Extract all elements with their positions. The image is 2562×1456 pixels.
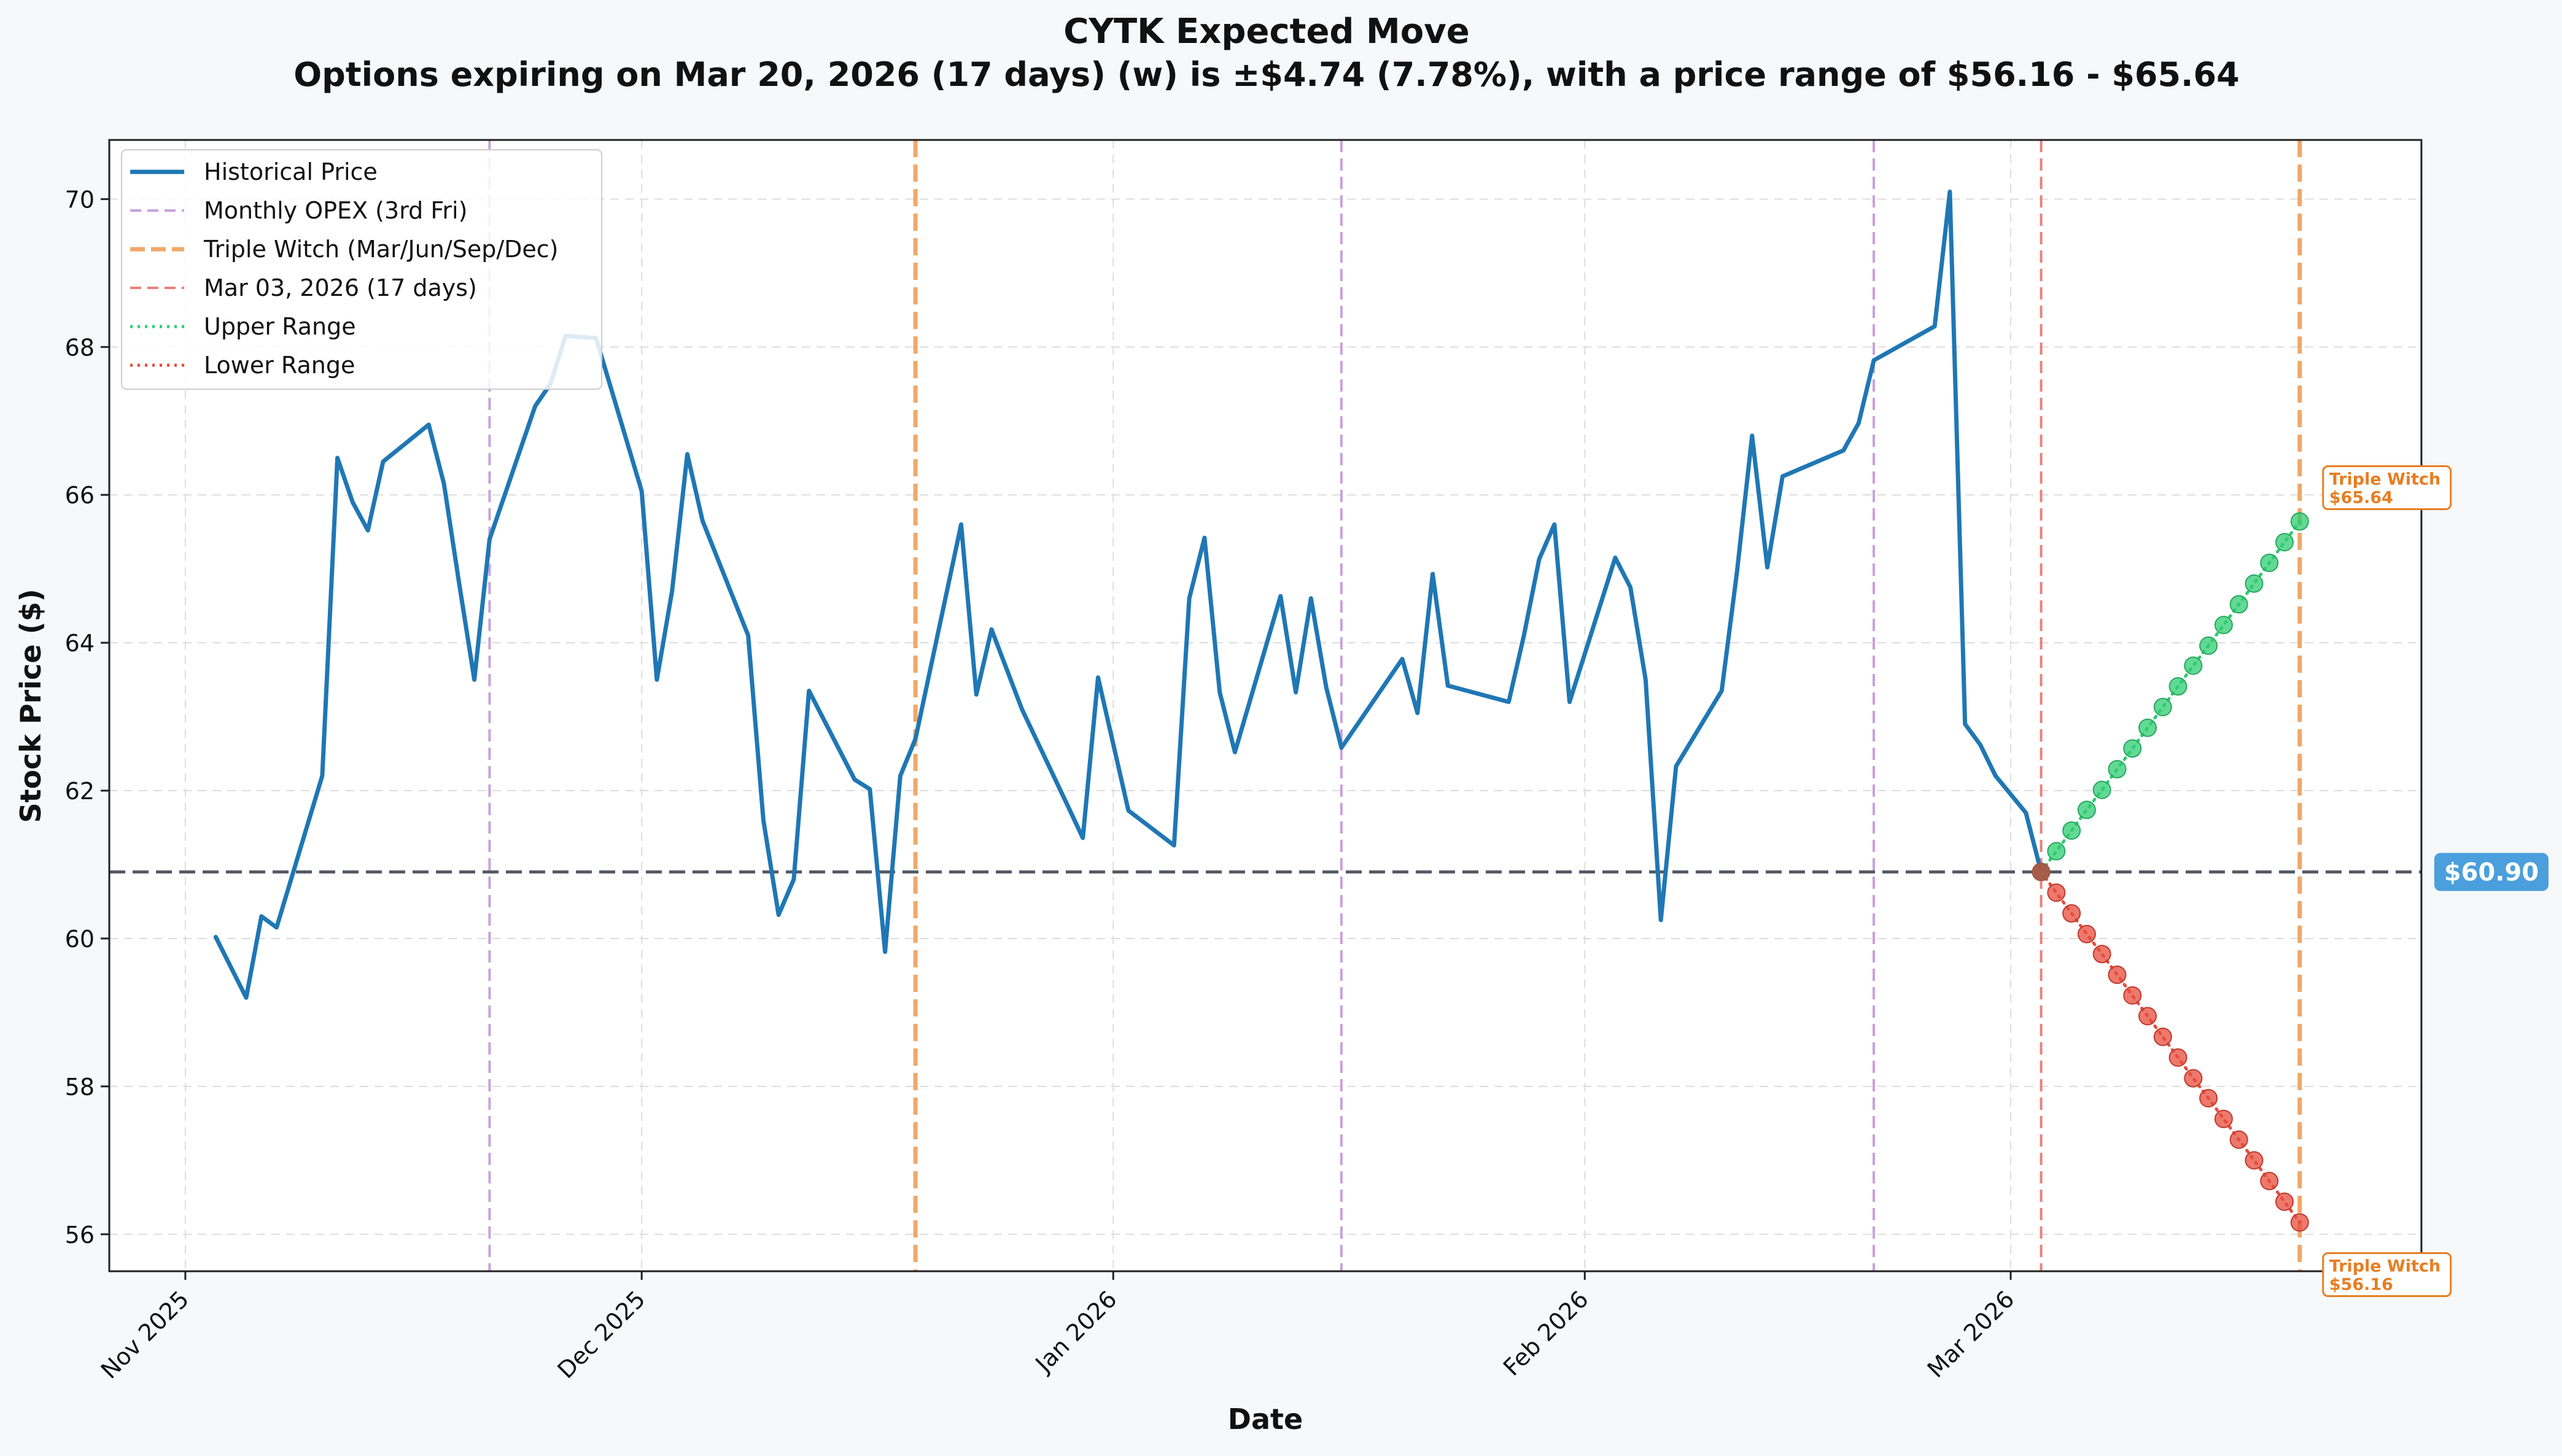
- triple-witch-annotation-box: [2322, 465, 2452, 511]
- x-axis-label: Date: [1228, 1403, 1303, 1436]
- plot-frame: [108, 139, 2423, 1272]
- lower-range-point: [2047, 883, 2066, 902]
- range-markers: [2032, 512, 2309, 1232]
- lower-range-point: [2214, 1109, 2233, 1128]
- y-tick-label: 64: [65, 630, 95, 657]
- triple-witch-annotation-box: [2322, 1252, 2452, 1297]
- legend-label-historical: Historical Price: [204, 158, 378, 185]
- lower-range-point: [2199, 1089, 2218, 1108]
- upper-range-point: [2199, 636, 2218, 655]
- y-tick-label: 62: [65, 778, 95, 805]
- upper-range-point: [2168, 677, 2187, 696]
- upper-range-point: [2290, 512, 2309, 531]
- upper-range-point: [2275, 533, 2294, 552]
- legend: Historical Price Monthly OPEX (3rd Fri) Tr…: [121, 149, 602, 390]
- chart-title: CYTK Expected Move: [1063, 12, 1469, 52]
- legend-label-lower: Lower Range: [204, 352, 355, 379]
- legend-label-upper: Upper Range: [204, 313, 356, 340]
- triple-witch-annotation-title: Triple Witch: [2329, 470, 2441, 489]
- lower-range-point: [2077, 924, 2096, 943]
- lower-range-point: [2153, 1028, 2172, 1047]
- lower-range-point: [2168, 1048, 2187, 1067]
- y-tick-label: 60: [65, 926, 95, 953]
- upper-range-point: [2260, 554, 2279, 573]
- upper-range-point: [2108, 760, 2127, 779]
- upper-range-point: [2138, 718, 2157, 737]
- lower-range-point: [2245, 1151, 2264, 1170]
- lower-range-point: [2108, 965, 2127, 984]
- upper-range-point: [2047, 842, 2066, 861]
- current-price-badge-box: [2434, 853, 2548, 891]
- chart-subtitle: Options expiring on Mar 20, 2026 (17 day…: [293, 55, 2239, 94]
- lower-range-point: [2184, 1069, 2203, 1088]
- lower-range-point: [2123, 986, 2142, 1005]
- y-axis-label: Stock Price ($): [14, 589, 47, 823]
- historical-price-line: [213, 189, 2044, 1000]
- lower-range-point: [2290, 1213, 2309, 1232]
- lower-range-point: [2092, 945, 2111, 964]
- lower-range-point: [2062, 904, 2081, 923]
- upper-range-point: [2077, 800, 2096, 819]
- lower-range-point: [2138, 1007, 2157, 1026]
- triple-witch-annotation-price: $65.64: [2329, 489, 2393, 508]
- triple-witch-annotation-price: $56.16: [2329, 1275, 2393, 1294]
- y-tick-label: 56: [65, 1222, 95, 1249]
- legend-box: [121, 149, 602, 390]
- y-tick-label: 58: [65, 1074, 95, 1101]
- y-tick-label: 70: [65, 186, 95, 213]
- upper-range-point: [2062, 821, 2081, 840]
- legend-label-monthly-opex: Monthly OPEX (3rd Fri): [204, 197, 467, 224]
- upper-range-point: [2214, 616, 2233, 635]
- lower-range-point: [2275, 1192, 2294, 1211]
- upper-range-point: [2153, 697, 2172, 716]
- y-tick-label: 68: [65, 334, 95, 361]
- upper-range-point: [2245, 574, 2264, 593]
- current-price-point: [2032, 862, 2051, 881]
- upper-range-point: [2184, 656, 2203, 675]
- upper-range-point: [2092, 780, 2111, 799]
- y-tick-label: 66: [65, 482, 95, 509]
- triple-witch-annotation-title: Triple Witch: [2329, 1257, 2441, 1276]
- lower-range-point: [2260, 1172, 2279, 1191]
- current-price-badge-label: $60.90: [2444, 859, 2539, 887]
- upper-range-point: [2123, 739, 2142, 758]
- current-price-badge: $60.90: [2434, 853, 2548, 891]
- legend-label-triple-witch: Triple Witch (Mar/Jun/Sep/Dec): [203, 236, 558, 263]
- upper-range-point: [2229, 595, 2248, 614]
- legend-label-current-date: Mar 03, 2026 (17 days): [204, 274, 477, 301]
- lower-range-point: [2229, 1130, 2248, 1149]
